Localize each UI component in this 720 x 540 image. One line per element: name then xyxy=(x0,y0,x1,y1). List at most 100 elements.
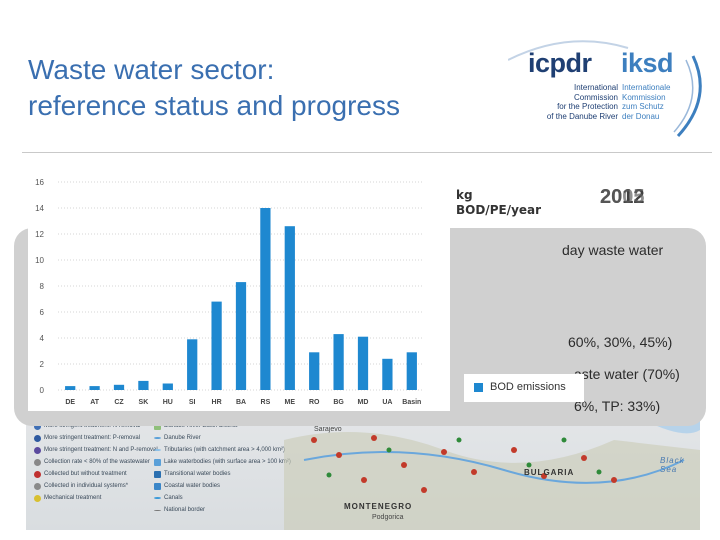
logo-sub-en-3: for the Protection xyxy=(557,102,618,111)
map-legend-col2: Danube River Basin District Danube River… xyxy=(152,420,291,516)
legend-swatch-bod xyxy=(474,383,483,392)
chart-canvas: 0 2 4 6 8 10 12 14 16 DE AT CZ SK HU SI HR BA RS ME RO BG MD U… xyxy=(35,178,424,406)
bar-de xyxy=(65,386,76,390)
map-legend-item: Canals xyxy=(152,492,282,504)
map-legend-item: Collected but without treatment xyxy=(32,468,282,480)
logo-sub-de-2: Kommission xyxy=(622,92,666,102)
icpdr-logo: icpdr iksd International Commission for … xyxy=(508,38,708,138)
map-label-podgorica: Podgorica xyxy=(372,514,404,521)
bar-ua xyxy=(382,358,393,390)
legend-dot-icon xyxy=(34,423,41,430)
legend-label-bod: BOD emissions xyxy=(490,381,566,393)
logo-word-icpdr: icpdr xyxy=(528,48,592,78)
map-legend-item: Collection rate < 80% of the wastewater xyxy=(32,456,282,468)
map-label-black-sea: Black Sea xyxy=(660,456,685,474)
map-label-bulgaria: BULGARIA xyxy=(524,468,575,477)
bar-sk xyxy=(138,380,149,390)
bar-ro xyxy=(309,352,320,390)
map-legend: More stringent treatment: N-removal More… xyxy=(32,420,291,513)
units-label: kg BOD/PE/year xyxy=(456,188,566,226)
y-tick-label: 12 xyxy=(35,230,44,239)
y-tick-label: 14 xyxy=(35,204,44,213)
year-label-front: 2012 xyxy=(600,186,645,208)
x-tick-label: RO xyxy=(309,399,320,406)
units-line2: BOD/PE/year xyxy=(456,203,542,217)
map-legend-col1: More stringent treatment: N-removal More… xyxy=(32,420,282,504)
x-tick-label: ME xyxy=(285,399,296,406)
y-tick-label: 6 xyxy=(40,308,45,317)
x-tick-label: BA xyxy=(236,399,246,406)
legend-line-icon xyxy=(154,449,161,451)
logo-arc-graphic xyxy=(508,40,702,138)
legend-line-icon xyxy=(154,497,161,499)
y-tick-label: 4 xyxy=(40,334,45,343)
x-tick-label: CZ xyxy=(114,399,124,406)
map-label-sarajevo: Sarajevo xyxy=(314,426,342,433)
legend-dot-icon xyxy=(34,495,41,502)
units-line1: kg xyxy=(456,188,473,202)
logo-sub-de-4: der Donau xyxy=(622,111,660,121)
map-legend-item: More stringent treatment: N and P-remova… xyxy=(32,444,282,456)
legend-dot-icon xyxy=(34,471,41,478)
legend-dot-icon xyxy=(34,483,41,490)
legend-swatch-icon xyxy=(154,471,161,478)
bar-rs xyxy=(260,208,271,390)
map-legend-item: Danube River Basin District xyxy=(152,420,282,432)
logo-sub-de-3: zum Schutz xyxy=(622,102,664,111)
x-tick-label: SI xyxy=(189,399,196,406)
x-tick-label: BG xyxy=(333,399,344,406)
legend-dot-icon xyxy=(34,447,41,454)
map-legend-item: More stringent treatment: N-removal xyxy=(32,420,282,432)
legend-dot-icon xyxy=(34,459,41,466)
bar-me xyxy=(284,226,295,390)
bar-cz xyxy=(113,384,125,390)
summary-line-3: aste water (70%) xyxy=(574,366,680,382)
y-tick-label: 10 xyxy=(35,256,44,265)
map-label-montenegro: MONTENEGRO xyxy=(344,502,413,511)
x-tick-label: RS xyxy=(261,399,271,406)
map-legend-item: Lake waterbodies (with surface area > 10… xyxy=(152,456,291,468)
legend-line-icon xyxy=(154,437,161,439)
bar-md xyxy=(357,336,369,390)
logo-sub-en-1: International xyxy=(573,83,618,92)
logo-word-iksd: iksd xyxy=(621,48,674,78)
logo-subtitle-de: Internationale Kommission zum Schutz der… xyxy=(622,83,714,121)
x-tick-label: UA xyxy=(382,399,392,406)
bar-hu xyxy=(162,383,173,390)
bar-at xyxy=(89,386,100,390)
bar-bg xyxy=(333,334,344,390)
x-tick-label: DE xyxy=(65,399,75,406)
bar-ba xyxy=(235,282,247,390)
slide-title-line2: reference status and progress xyxy=(28,90,400,121)
x-tick-label: HR xyxy=(212,399,222,406)
logo-sub-en-4: of the Danube River xyxy=(546,111,618,121)
x-tick-label: Basin xyxy=(402,399,421,406)
legend-dot-icon xyxy=(34,435,41,442)
summary-line-1: day waste water xyxy=(562,242,664,258)
slide-title-line1: Waste water sector: xyxy=(28,54,275,85)
map-legend-item: Tributaries (with catchment area > 4,000… xyxy=(152,444,285,456)
x-tick-label: AT xyxy=(90,399,100,406)
year-label: 2005 2012 xyxy=(600,186,645,209)
logo-sub-en-2: Commission xyxy=(573,92,618,102)
bod-emissions-chart: 0 2 4 6 8 10 12 14 16 DE AT CZ SK HU SI HR BA RS ME RO BG MD U… xyxy=(28,168,450,411)
y-tick-label: 16 xyxy=(35,178,44,187)
x-tick-label: MD xyxy=(358,399,369,406)
logo-sub-de-1: Internationale xyxy=(622,83,671,92)
y-tick-label: 2 xyxy=(40,360,45,369)
title-divider xyxy=(22,152,712,153)
logo-subtitle-en: International Commission for the Protect… xyxy=(526,83,618,121)
legend-line-icon xyxy=(154,510,161,511)
map-legend-item: Collected in individual systems* xyxy=(32,480,282,492)
bar-si xyxy=(187,339,198,390)
year-label-back: 2005 xyxy=(600,186,645,208)
legend-swatch-icon xyxy=(154,483,161,490)
y-tick-label: 8 xyxy=(40,282,45,291)
map-legend-item: Coastal water bodies xyxy=(152,480,282,492)
chart-legend: BOD emissions xyxy=(464,374,584,402)
legend-swatch-icon xyxy=(154,423,161,430)
bar-hr xyxy=(211,301,222,390)
bar-basin xyxy=(406,352,417,390)
summary-line-2: 60%, 30%, 45%) xyxy=(568,334,673,350)
summary-line-4: 6%, TP: 33%) xyxy=(574,398,661,414)
